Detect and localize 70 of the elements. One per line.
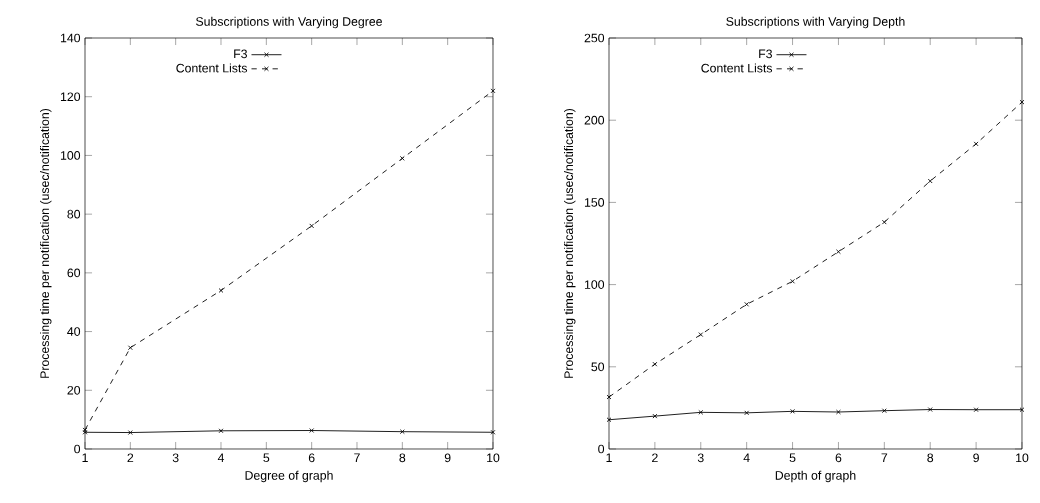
point — [698, 332, 704, 338]
y-axis-title: Processing time per notification (usec/notification) — [564, 108, 576, 378]
x-axis-title: Depth of graph — [775, 470, 856, 483]
y-tick-label: 100 — [584, 280, 605, 289]
point — [927, 407, 933, 412]
y-tick-label: 80 — [67, 209, 81, 219]
point — [490, 88, 496, 94]
x-axis-title: Degree of graph — [245, 470, 333, 483]
point — [218, 288, 224, 293]
x-tick-label: 2 — [652, 453, 658, 463]
point — [309, 223, 315, 229]
x-tick-label: 6 — [308, 453, 315, 463]
x-tick-label: 4 — [743, 453, 750, 462]
y-tick-label: 100 — [60, 151, 81, 160]
legend-label: F3 — [759, 49, 772, 59]
x-tick-label: 9 — [973, 453, 979, 463]
x-tick-label: 1 — [82, 453, 88, 462]
legend-label: Content Lists — [701, 63, 773, 73]
x-tick-label: 5 — [789, 453, 796, 463]
y-tick-label: 0 — [74, 444, 81, 454]
point — [698, 409, 704, 415]
legend-label: F3 — [234, 49, 247, 59]
x-tick-label: 8 — [927, 453, 934, 463]
point — [790, 278, 795, 284]
y-tick-label: 50 — [591, 362, 605, 372]
point — [652, 413, 658, 419]
x-tick-label: 9 — [444, 453, 451, 463]
legend-label: Content Lists — [176, 63, 248, 73]
point — [399, 429, 405, 435]
point — [127, 345, 133, 351]
point — [652, 361, 658, 367]
chart-title: Subscriptions with Varying Depth — [726, 16, 905, 29]
point — [218, 428, 224, 434]
y-axis-title: Processing time per notification (usec/notification) — [40, 108, 52, 378]
point — [973, 407, 979, 413]
point — [927, 178, 933, 184]
x-tick-label: 2 — [127, 453, 134, 463]
point — [836, 249, 841, 255]
point — [744, 301, 750, 307]
x-tick-label: 10 — [487, 453, 500, 463]
x-tick-label: 7 — [881, 453, 888, 462]
point — [1019, 99, 1025, 105]
y-tick-label: 20 — [67, 385, 81, 395]
point — [836, 409, 841, 415]
x-tick-label: 6 — [835, 453, 842, 463]
y-tick-label: 140 — [60, 33, 81, 43]
y-tick-label: 40 — [67, 327, 81, 336]
point — [399, 155, 405, 161]
y-tick-label: 120 — [60, 92, 81, 102]
x-tick-label: 3 — [697, 453, 704, 463]
y-tick-label: 200 — [584, 115, 605, 125]
point — [973, 141, 979, 147]
x-tick-label: 7 — [354, 453, 360, 462]
y-tick-label: 0 — [598, 444, 605, 454]
x-tick-label: 4 — [217, 453, 225, 462]
y-tick-label: 60 — [67, 268, 81, 278]
point — [309, 428, 315, 433]
chart-title: Subscriptions with Varying Degree — [195, 16, 382, 29]
point — [127, 430, 133, 435]
x-tick-label: 1 — [606, 453, 612, 462]
y-tick-label: 150 — [584, 198, 605, 207]
point — [881, 219, 887, 225]
x-tick-label: 3 — [172, 453, 179, 463]
x-tick-label: 5 — [263, 453, 270, 463]
x-tick-label: 8 — [399, 453, 406, 463]
x-tick-label: 10 — [1016, 453, 1029, 463]
point — [744, 410, 750, 416]
point — [790, 408, 795, 414]
y-tick-label: 250 — [584, 33, 605, 43]
point — [881, 408, 887, 414]
